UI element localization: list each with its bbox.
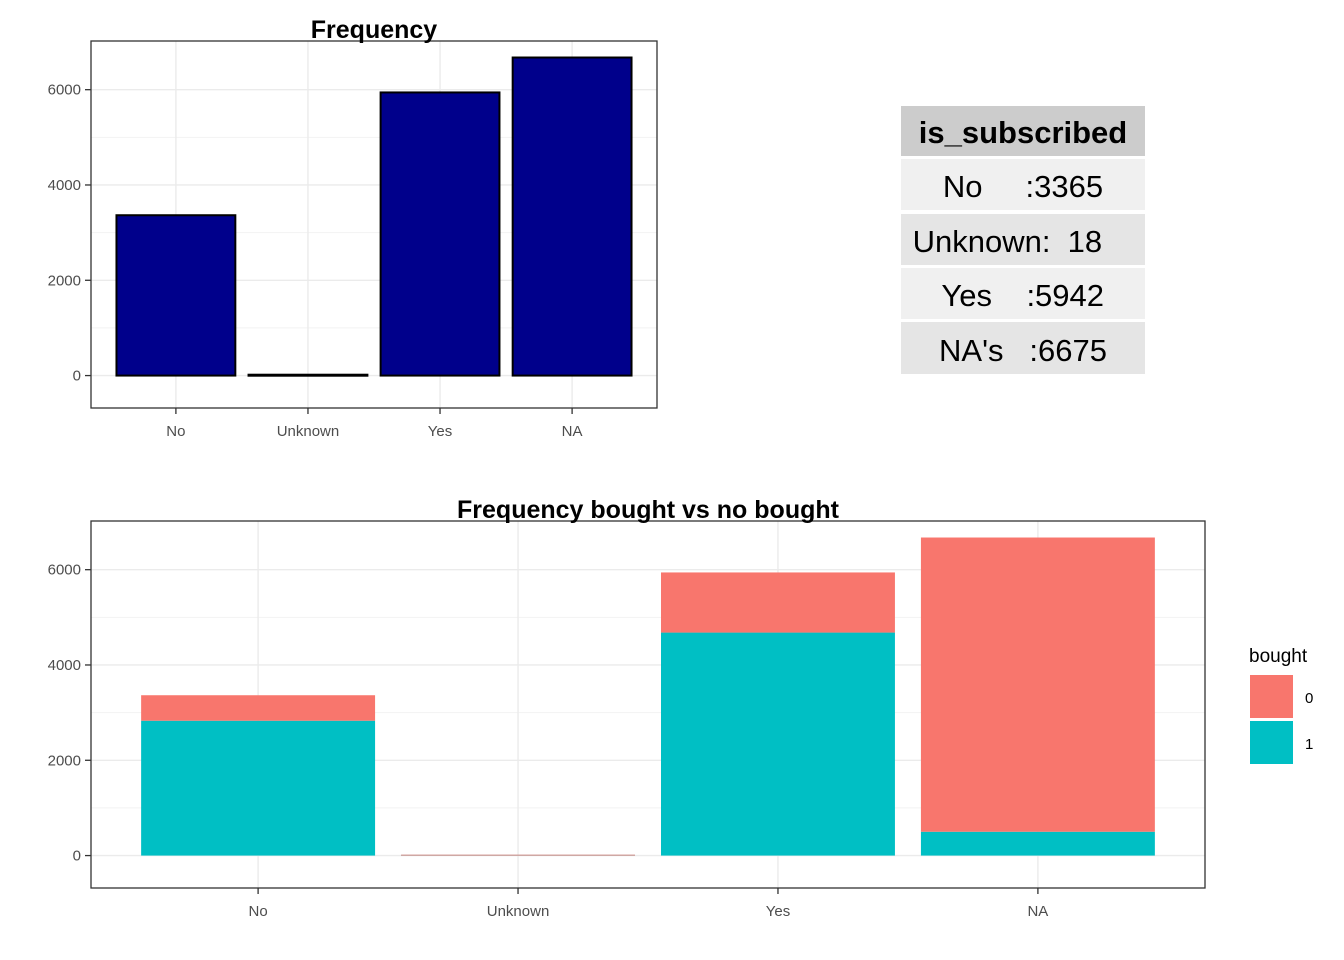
bar bbox=[247, 373, 369, 377]
bought-chart-x-ticks: No Unknown Yes NA bbox=[249, 888, 1048, 920]
bar-segment bbox=[920, 537, 1155, 832]
x-tick-label: Yes bbox=[766, 903, 790, 920]
legend-label: 0 bbox=[1305, 690, 1313, 707]
bar bbox=[115, 214, 237, 377]
legend-key bbox=[1250, 721, 1293, 764]
frequency-chart-y-ticks: 0 2000 4000 6000 bbox=[48, 82, 91, 385]
y-tick-label: 0 bbox=[73, 368, 81, 385]
x-tick-label: No bbox=[249, 903, 268, 920]
summary-table-row-na: NA's :6675 bbox=[922, 333, 1124, 368]
y-tick-label: 4000 bbox=[48, 657, 81, 674]
bought-chart-y-ticks: 0 2000 4000 6000 bbox=[48, 562, 91, 865]
bought-chart-title: Frequency bought vs no bought bbox=[457, 496, 840, 524]
bar bbox=[379, 91, 501, 377]
frequency-chart-bars bbox=[115, 56, 633, 377]
y-tick-label: 6000 bbox=[48, 562, 81, 579]
y-tick-label: 0 bbox=[73, 848, 81, 865]
bar-segment bbox=[920, 831, 1155, 856]
y-tick-label: 4000 bbox=[48, 177, 81, 194]
summary-table-header-bg bbox=[901, 106, 1145, 156]
x-tick-label: Unknown bbox=[277, 423, 340, 440]
bar-segment bbox=[660, 572, 895, 633]
x-tick-label: NA bbox=[562, 423, 583, 440]
frequency-chart-title: Frequency bbox=[311, 16, 438, 44]
x-tick-label: No bbox=[166, 423, 185, 440]
frequency-chart: 0 2000 4000 6000 No Unknown Yes NA Frequency bbox=[48, 16, 658, 440]
y-tick-label: 2000 bbox=[48, 752, 81, 769]
frequency-chart-border bbox=[90, 40, 658, 409]
summary-table-row-bg bbox=[901, 159, 1145, 210]
bar-segment bbox=[141, 695, 376, 721]
summary-table-row-bg bbox=[901, 268, 1145, 319]
bought-chart-bars bbox=[141, 537, 1155, 856]
summary-table-row-no: No :3365 bbox=[926, 169, 1121, 204]
summary-table-row-bg bbox=[901, 214, 1145, 265]
summary-table-row-unknown: Unknown: 18 bbox=[913, 224, 1120, 259]
summary-table-row-bg bbox=[901, 322, 1145, 374]
bought-legend-title: bought bbox=[1249, 646, 1308, 667]
summary-table-header: is_subscribed bbox=[919, 115, 1127, 150]
bar bbox=[511, 56, 633, 377]
bar-segment bbox=[660, 632, 895, 856]
bought-chart-border bbox=[90, 520, 1206, 889]
x-tick-label: NA bbox=[1027, 903, 1048, 920]
bar-segment bbox=[141, 720, 376, 856]
legend-label: 1 bbox=[1305, 736, 1313, 753]
summary-table: is_subscribed No :3365 Unknown: 18 Yes :… bbox=[901, 106, 1145, 374]
x-tick-label: Yes bbox=[428, 423, 452, 440]
bar-segment bbox=[401, 854, 636, 856]
legend-key bbox=[1250, 675, 1293, 718]
y-tick-label: 6000 bbox=[48, 82, 81, 99]
bought-legend: bought 0 1 bbox=[1249, 646, 1313, 764]
frequency-chart-x-ticks: No Unknown Yes NA bbox=[166, 408, 583, 440]
summary-table-row-yes: Yes :5942 bbox=[925, 278, 1122, 313]
y-tick-label: 2000 bbox=[48, 272, 81, 289]
x-tick-label: Unknown bbox=[487, 903, 550, 920]
bought-chart: 0 2000 4000 6000 No Unknown Yes NA Frequency b… bbox=[48, 496, 1314, 920]
